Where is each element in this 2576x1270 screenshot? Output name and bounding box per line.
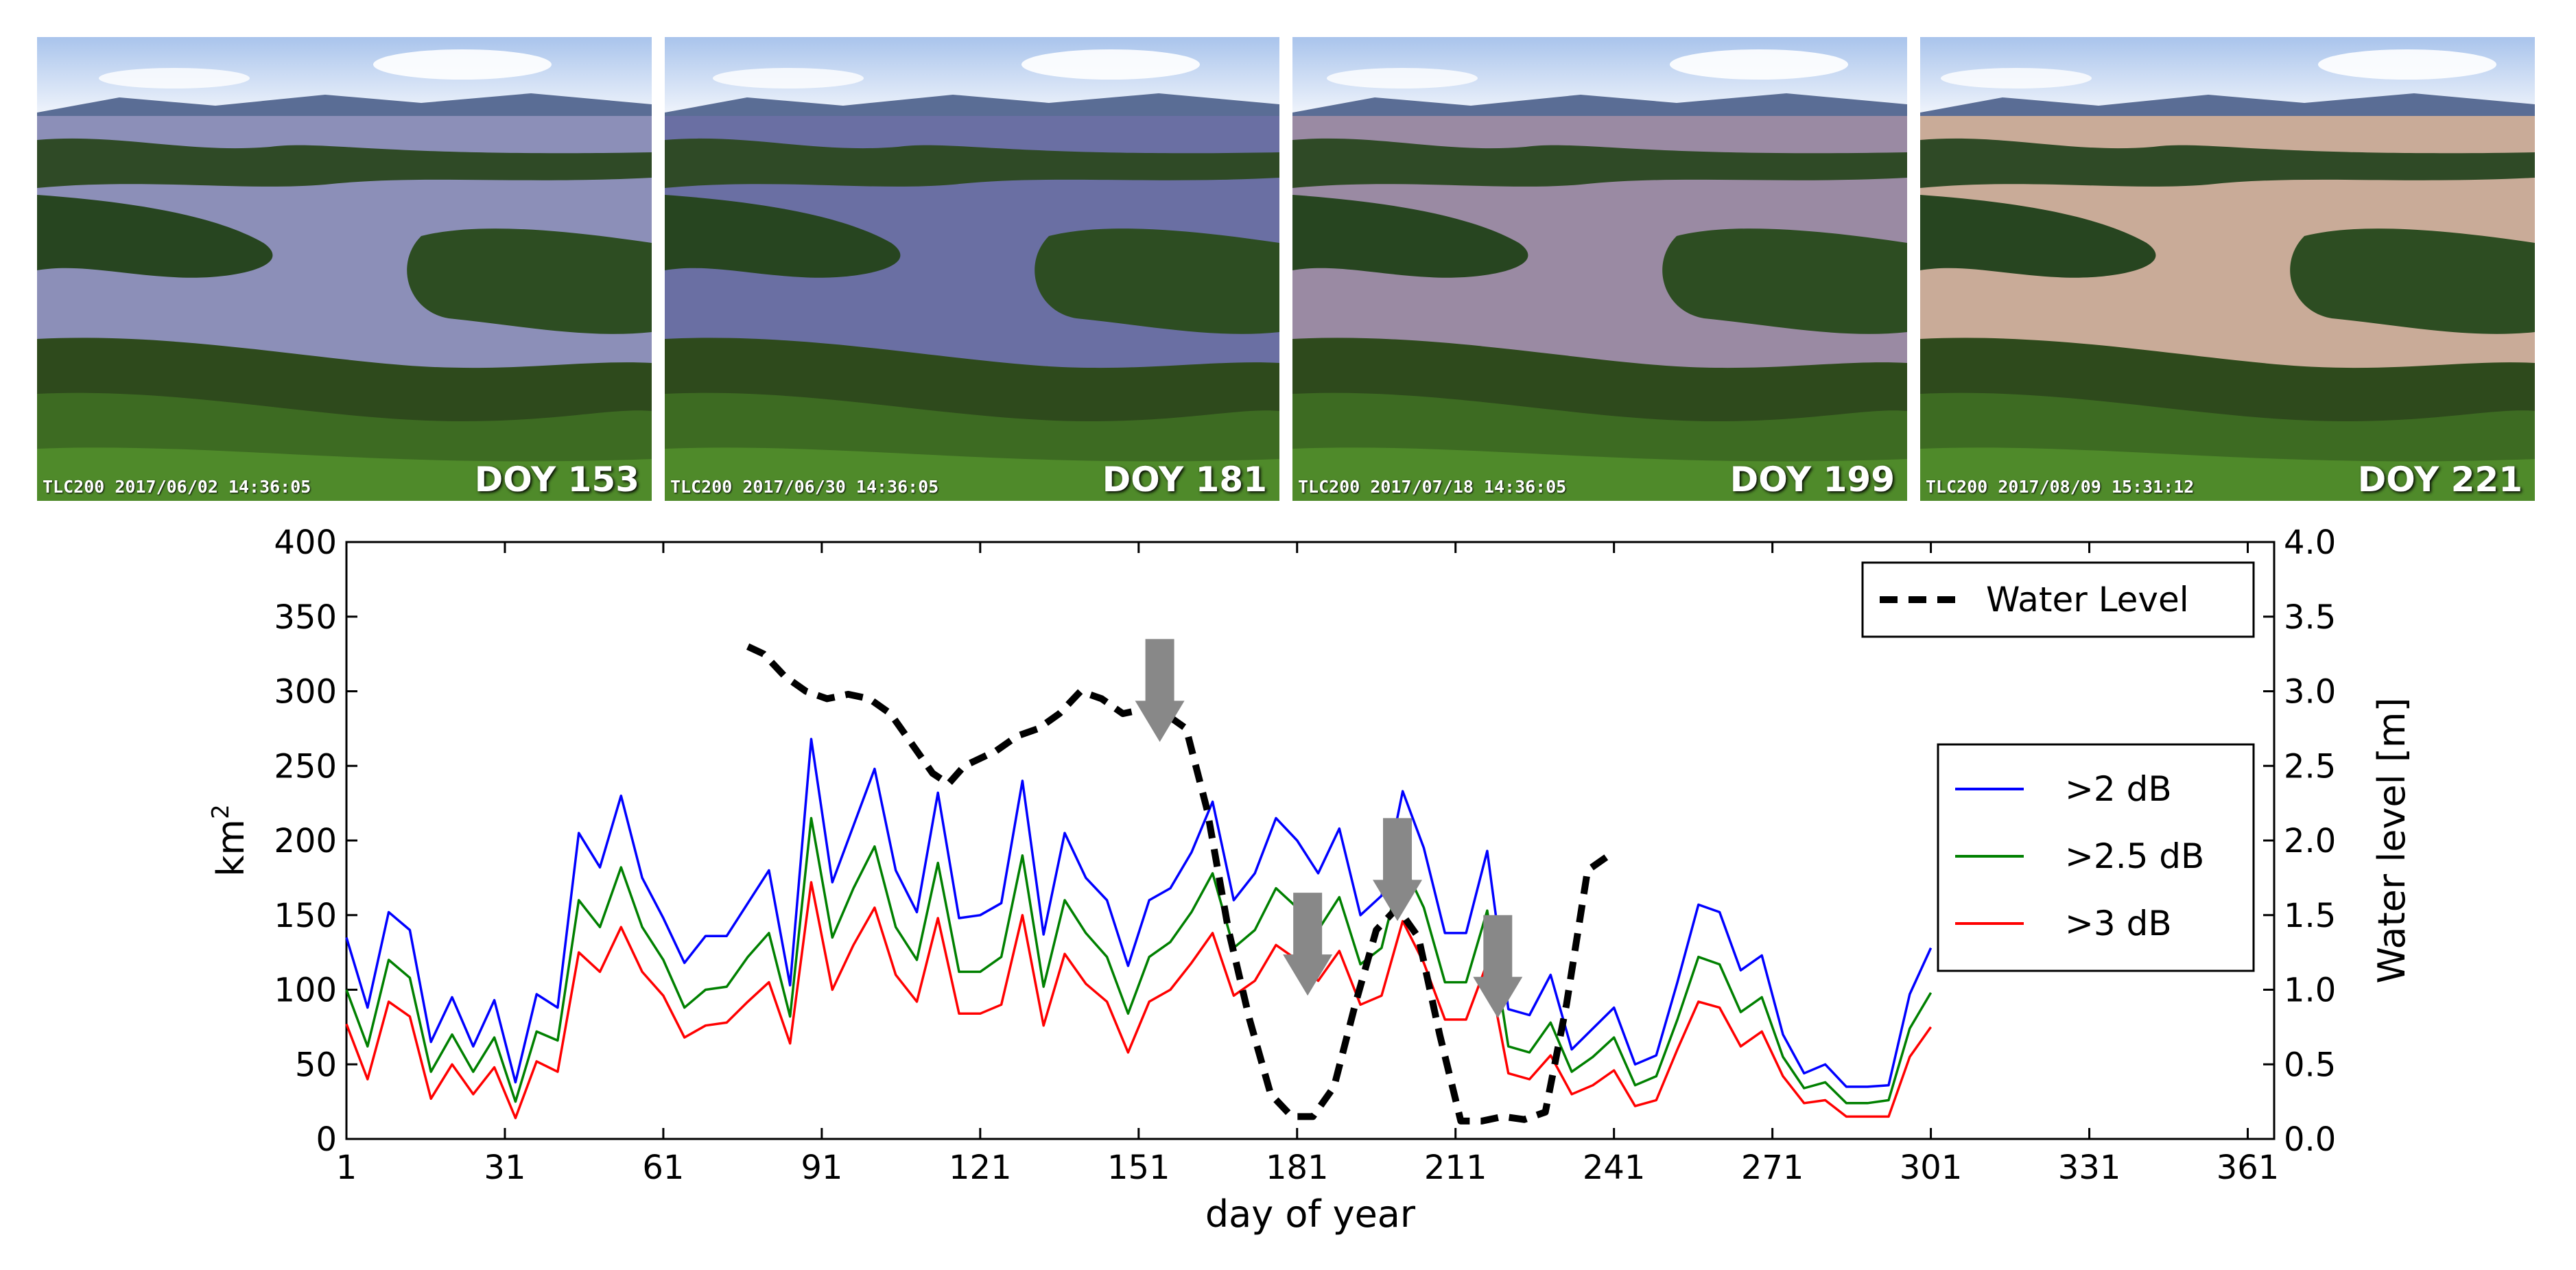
y-axis-label-superscript: 2 [207, 804, 235, 819]
y-tick-label: 150 [274, 897, 337, 935]
x-tick-label: 211 [1424, 1149, 1487, 1187]
y-tick-label: 250 [274, 747, 337, 786]
y-axis-label-base: km [209, 819, 252, 877]
y2-tick-label: 3.0 [2284, 673, 2336, 712]
y2-tick-label: 0.0 [2284, 1120, 2336, 1159]
y2-axis-label: Water level [m] [2370, 697, 2413, 983]
series-line--2-5-db [345, 816, 1933, 1105]
x-tick-label: 181 [1266, 1149, 1329, 1187]
x-tick-label: 121 [949, 1149, 1012, 1187]
y2-tick-label: 3.5 [2284, 598, 2336, 637]
x-tick-label: 331 [2058, 1149, 2121, 1187]
y2-tick-label: 1.0 [2284, 972, 2336, 1010]
photo-timestamp: TLC200 2017/06/02 14:36:05 [43, 477, 311, 497]
x-tick-label: 301 [1900, 1149, 1963, 1187]
arrow-down-icon [1135, 639, 1185, 742]
y-tick-label: 300 [274, 673, 337, 712]
y2-tick-label: 1.5 [2284, 897, 2336, 935]
legend-label-water-level: Water Level [1986, 580, 2189, 620]
legend-label-1: >2.5 dB [2065, 836, 2204, 876]
legend-label-2: >3 dB [2065, 904, 2172, 943]
webcam-photo-1: TLC200 2017/06/02 14:36:05 DOY 153 [36, 36, 653, 502]
photo-doy-label: DOY 181 [1102, 460, 1267, 499]
series-line--3-db [345, 881, 1933, 1120]
y-tick-label: 350 [274, 598, 337, 637]
photo-timestamp: TLC200 2017/08/09 15:31:12 [1926, 477, 2195, 497]
y2-tick-label: 2.5 [2284, 747, 2336, 786]
webcam-photo-4: TLC200 2017/08/09 15:31:12 DOY 221 [1919, 36, 2536, 502]
y2-tick-label: 0.5 [2284, 1046, 2336, 1084]
x-tick-label: 241 [1583, 1149, 1646, 1187]
x-axis-label: day of year [1205, 1192, 1416, 1236]
photo-doy-label: DOY 153 [474, 460, 639, 499]
photo-timestamp: TLC200 2017/06/30 14:36:05 [670, 477, 939, 497]
photo-doy-label: DOY 221 [2357, 460, 2522, 499]
x-tick-label: 271 [1741, 1149, 1804, 1187]
photo-doy-label: DOY 199 [1729, 460, 1895, 499]
y-axis-label: km2 [207, 804, 252, 877]
y-tick-label: 200 [274, 822, 337, 860]
y-tick-label: 100 [274, 972, 337, 1010]
x-tick-label: 151 [1107, 1149, 1170, 1187]
y-tick-label: 50 [295, 1046, 337, 1084]
series-line-water-level [746, 643, 1611, 1125]
arrow-down-icon [1373, 818, 1423, 921]
x-tick-label: 91 [801, 1149, 842, 1187]
x-tick-label: 361 [2217, 1149, 2280, 1187]
x-tick-label: 31 [484, 1149, 525, 1187]
area-waterlevel-chart: 1 31 61 91 121 151 181 211 241 271 301 331 361 0 50 100… [207, 524, 2413, 1236]
x-tick-label: 61 [642, 1149, 684, 1187]
y-tick-label: 0 [316, 1120, 337, 1159]
x-tick-label: 1 [336, 1149, 357, 1187]
photo-strip: TLC200 2017/06/02 14:36:05 DOY 153 TLC200… [0, 0, 2576, 508]
arrow-down-icon [1283, 893, 1333, 996]
series-line--2-db [345, 738, 1933, 1088]
y-tick-label: 400 [274, 524, 337, 562]
photo-timestamp: TLC200 2017/07/18 14:36:05 [1298, 477, 1567, 497]
legend-label-0: >2 dB [2065, 769, 2172, 809]
legend-water-level [1861, 561, 2255, 638]
webcam-photo-3: TLC200 2017/07/18 14:36:05 DOY 199 [1291, 36, 1909, 502]
webcam-photo-2: TLC200 2017/06/30 14:36:05 DOY 181 [663, 36, 1281, 502]
arrow-down-icon [1473, 915, 1523, 1018]
y2-tick-label: 4.0 [2284, 524, 2336, 562]
y2-tick-label: 2.0 [2284, 822, 2336, 860]
